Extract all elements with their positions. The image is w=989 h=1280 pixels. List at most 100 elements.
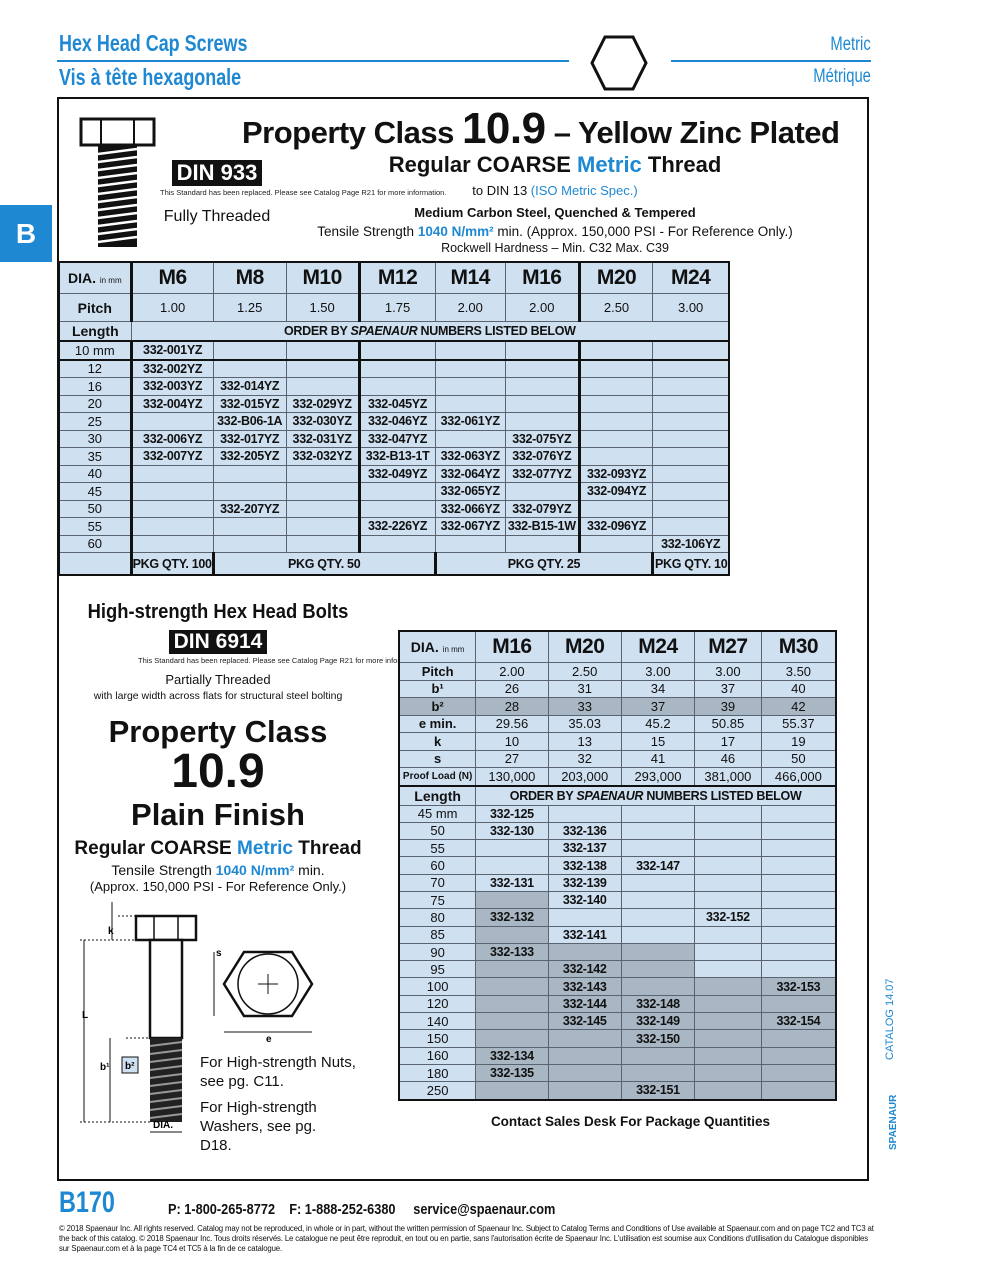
table-row: b² 28 33 37 39 42 (398, 697, 837, 716)
part-number: 332-B06-1A (212, 412, 287, 431)
spec-value: 381,000 (694, 767, 762, 786)
table-row: 75 332-140 (398, 890, 837, 910)
spec-value: 15 (620, 732, 696, 751)
title-text: – Yellow Zinc Plated (545, 115, 840, 150)
part-number (694, 977, 762, 996)
part-number: 332-142 (547, 960, 622, 979)
table-row: 95 332-142 (398, 960, 837, 979)
part-number: 332-032YZ (285, 447, 360, 466)
size-header: M12 (357, 261, 436, 294)
spec-value: 35.03 (547, 714, 622, 733)
table-row: 10 mm 332-001YZ (58, 340, 730, 361)
part-number (129, 534, 214, 553)
part-number (620, 1046, 696, 1065)
dim-L: L (82, 1010, 88, 1021)
length-value: 12 (58, 359, 132, 378)
part-number: 332-132 (475, 908, 549, 927)
page-number: B170 (59, 1186, 115, 1219)
table-row: 55 332-137 (398, 839, 837, 858)
bolt-dimension-diagram: k L b¹ b² DIA. s e (80, 902, 314, 1133)
part-number: 332-137 (547, 839, 622, 858)
table-row: Length ORDER BY SPAENAUR NUMBERS LISTED B… (58, 321, 730, 342)
brand: SPAENAUR (350, 324, 418, 338)
table-row: 85 332-141 (398, 925, 837, 944)
email-link[interactable]: service@spaenaur.com (413, 1201, 556, 1218)
table-row: 20 332-004YZ 332-015YZ 332-029YZ 332-045YZ (58, 394, 730, 413)
spec-value: 3.00 (694, 662, 762, 681)
part-number (577, 499, 654, 518)
table-row: 60 332-138 332-147 (398, 856, 837, 875)
table-row: 50 332-207YZ 332-066YZ 332-079YZ (58, 499, 730, 518)
part-number (434, 394, 506, 413)
table-row: 45 332-065YZ 332-094YZ (58, 482, 730, 501)
table-row: 40 332-049YZ 332-064YZ 332-077YZ 332-093YZ (58, 464, 730, 483)
brand-logo: SPAENAUR (888, 1094, 899, 1150)
part-number (760, 856, 837, 875)
size-header: M20 (547, 630, 622, 663)
part-number: 332-150 (620, 1029, 696, 1048)
part-number (694, 1081, 762, 1101)
length-value: 10 mm (58, 340, 132, 361)
part-number (620, 873, 696, 892)
part-number (694, 804, 762, 823)
table-row: 80 332-132 332-152 (398, 908, 837, 927)
din933-table: DIA. in mm M6 M8 M10 M12 M14 M16 M20 M24 Pitch 1.0… (58, 261, 730, 576)
part-number: 332-148 (620, 994, 696, 1014)
dia-unit: in mm (99, 276, 122, 285)
text: min. (Approx. 150,000 PSI - For Referenc… (493, 224, 793, 239)
dia-header: DIA. in mm (398, 630, 477, 663)
spec-value: 2.00 (475, 662, 549, 681)
part-number (504, 534, 580, 553)
dia-header: DIA. in mm (58, 261, 132, 294)
length-value: 100 (398, 977, 477, 996)
dim-b1: b¹ (100, 1062, 110, 1073)
nuts-reference[interactable]: For High-strength Nuts, see pg. C11. (200, 1054, 356, 1090)
part-number (357, 534, 436, 553)
table-row: DIA. in mm M16 M20 M24 M27 M30 (398, 630, 837, 663)
table-row: 12 332-002YZ (58, 359, 730, 378)
part-number (694, 839, 762, 858)
pitch-value: 1.25 (212, 293, 287, 322)
length-value: 20 (58, 394, 132, 413)
part-number: 332-226YZ (357, 517, 436, 536)
part-number (652, 464, 730, 483)
part-number: 332-093YZ (577, 464, 654, 483)
table-row: s 27 32 41 46 50 (398, 749, 837, 768)
spec-value: 46 (694, 749, 762, 768)
part-number: 332-205YZ (212, 447, 287, 466)
spec-label: Proof Load (N) (398, 767, 477, 786)
part-number: 332-130 (475, 821, 549, 841)
washers-reference[interactable]: For High-strength Washers, see pg. D18. (200, 1099, 317, 1154)
class-number: 10.9 (171, 745, 265, 798)
phone[interactable]: P: 1-800-265-8772 (168, 1201, 276, 1218)
part-number (760, 1063, 837, 1083)
part-number (212, 359, 287, 378)
part-number (694, 925, 762, 944)
size-header: M8 (212, 261, 287, 294)
part-number (652, 359, 730, 378)
part-number (475, 925, 549, 944)
pkg-qty: PKG QTY. 10 (651, 552, 730, 576)
part-number (694, 960, 762, 979)
spec-label: k (398, 732, 477, 751)
length-value: 30 (58, 429, 132, 448)
spec-value: 466,000 (760, 767, 837, 786)
part-number (694, 994, 762, 1014)
part-number: 332-049YZ (357, 464, 436, 483)
text: ORDER BY (283, 324, 351, 338)
table-row: Proof Load (N) 130,000 203,000 293,000 381,0… (398, 767, 837, 786)
part-number (129, 464, 214, 483)
part-number (577, 359, 654, 378)
spec-value: 3.00 (620, 662, 696, 681)
part-number: 332-153 (760, 977, 837, 996)
spec-value: 27 (475, 749, 549, 768)
length-value: 250 (398, 1081, 477, 1101)
table-row: 50 332-130 332-136 (398, 821, 837, 841)
order-note: ORDER BY SPAENAUR NUMBERS LISTED BELOW (130, 321, 730, 342)
part-number: 332-094YZ (577, 482, 654, 501)
part-number: 332-065YZ (434, 482, 506, 501)
table-row: 35 332-007YZ 332-205YZ 332-032YZ 332-B13-1T 3… (58, 447, 730, 466)
section-tab[interactable]: B (0, 205, 52, 262)
part-number: 332-149 (620, 1012, 696, 1031)
part-number: 332-145 (547, 1012, 622, 1031)
